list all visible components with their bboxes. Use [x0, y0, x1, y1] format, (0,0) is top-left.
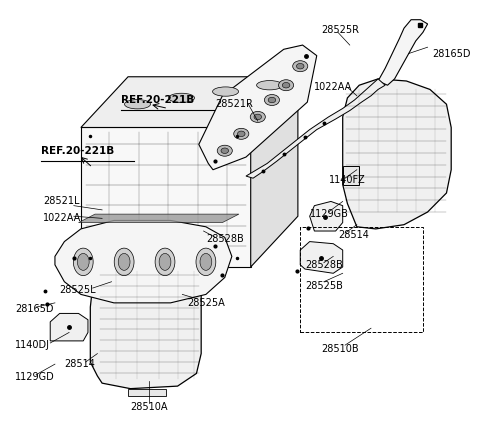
- Polygon shape: [90, 267, 201, 389]
- Ellipse shape: [168, 93, 194, 103]
- Ellipse shape: [114, 248, 134, 276]
- Polygon shape: [310, 201, 343, 231]
- Polygon shape: [81, 128, 251, 267]
- Text: 28525B: 28525B: [305, 281, 343, 291]
- Ellipse shape: [159, 254, 171, 271]
- Text: 28525A: 28525A: [187, 298, 225, 308]
- Text: 1022AA: 1022AA: [314, 82, 353, 92]
- Text: 28525R: 28525R: [322, 25, 360, 35]
- Text: 28521R: 28521R: [215, 99, 253, 109]
- Ellipse shape: [77, 254, 89, 271]
- Ellipse shape: [124, 100, 150, 109]
- Text: 28528B: 28528B: [206, 234, 244, 245]
- Ellipse shape: [238, 131, 245, 137]
- Text: 1140FZ: 1140FZ: [328, 175, 365, 185]
- Ellipse shape: [221, 148, 228, 153]
- Text: 1129GD: 1129GD: [15, 372, 55, 382]
- Ellipse shape: [155, 248, 175, 276]
- Polygon shape: [300, 242, 343, 273]
- Ellipse shape: [297, 64, 304, 69]
- Ellipse shape: [268, 97, 276, 103]
- Ellipse shape: [250, 112, 265, 123]
- Polygon shape: [128, 389, 166, 396]
- Text: 28514: 28514: [64, 359, 95, 369]
- Polygon shape: [79, 214, 239, 223]
- Polygon shape: [55, 220, 232, 303]
- Polygon shape: [251, 77, 298, 267]
- Ellipse shape: [257, 81, 283, 90]
- Text: 28165D: 28165D: [15, 304, 53, 314]
- Polygon shape: [378, 20, 428, 85]
- Ellipse shape: [217, 145, 232, 156]
- Text: 28514: 28514: [338, 230, 369, 240]
- Ellipse shape: [254, 114, 262, 120]
- Text: REF.20-221B: REF.20-221B: [41, 146, 114, 156]
- Ellipse shape: [118, 254, 130, 271]
- Polygon shape: [246, 79, 385, 178]
- Text: 28525L: 28525L: [60, 285, 96, 295]
- Ellipse shape: [200, 254, 212, 271]
- Text: 28510A: 28510A: [131, 402, 168, 412]
- Ellipse shape: [264, 95, 279, 106]
- Polygon shape: [81, 77, 298, 128]
- Text: REF.20-221B: REF.20-221B: [121, 95, 194, 105]
- Text: 28521L: 28521L: [43, 196, 80, 206]
- Text: 1022AA: 1022AA: [43, 213, 82, 223]
- Text: 28165D: 28165D: [432, 48, 471, 59]
- Text: 1140DJ: 1140DJ: [15, 340, 50, 350]
- Ellipse shape: [293, 61, 308, 72]
- Ellipse shape: [196, 248, 216, 276]
- Polygon shape: [343, 79, 451, 229]
- Ellipse shape: [213, 87, 239, 96]
- Text: 28510B: 28510B: [322, 344, 359, 354]
- Ellipse shape: [73, 248, 93, 276]
- Ellipse shape: [234, 128, 249, 139]
- Ellipse shape: [282, 83, 290, 88]
- Bar: [300, 227, 423, 332]
- Polygon shape: [199, 45, 317, 170]
- Polygon shape: [50, 313, 88, 341]
- Ellipse shape: [278, 80, 294, 91]
- Text: 1129GB: 1129GB: [310, 209, 348, 219]
- Text: 28528B: 28528B: [305, 260, 343, 270]
- Polygon shape: [343, 165, 359, 184]
